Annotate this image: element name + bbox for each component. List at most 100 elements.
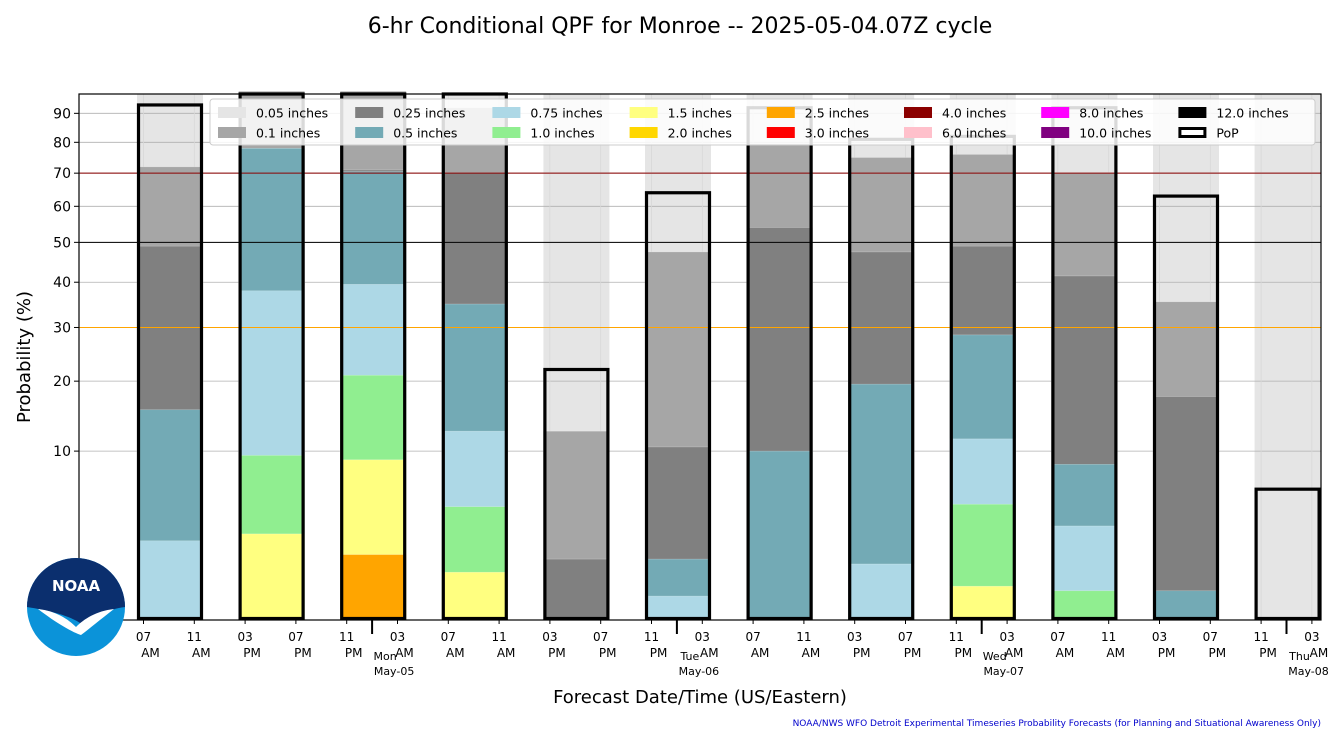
x-tick-hour: 11 — [949, 630, 964, 644]
pop-outline — [644, 191, 712, 621]
legend-swatch — [1041, 107, 1070, 118]
x-tick-ampm: PM — [650, 646, 668, 660]
legend-swatch — [766, 107, 795, 118]
x-tick-ampm: AM — [395, 646, 414, 660]
x-tick-ampm: AM — [192, 646, 211, 660]
x-tick-ampm: PM — [1158, 646, 1176, 660]
x-tick-ampm: PM — [853, 646, 871, 660]
y-axis: 10 20 30 40 50 60 70 80 90 — [53, 106, 79, 460]
legend-label: 0.25 inches — [393, 106, 465, 121]
legend-swatch — [1178, 107, 1207, 118]
qpf-bar-segment — [1051, 590, 1118, 621]
y-tick-label: 90 — [53, 106, 71, 122]
legend-swatch — [355, 127, 384, 138]
x-tick-ampm: AM — [1056, 646, 1075, 660]
legend-label: 2.0 inches — [668, 126, 732, 141]
day-label: Thu — [1288, 650, 1310, 663]
legend-label: 0.75 inches — [530, 106, 602, 121]
x-tick-ampm: PM — [243, 646, 261, 660]
x-tick-ampm: AM — [141, 646, 160, 660]
x-tick-hour: 07 — [1050, 630, 1065, 644]
legend-label: PoP — [1216, 126, 1239, 141]
pop-outline — [543, 367, 610, 621]
x-tick-ampm: AM — [700, 646, 719, 660]
x-tick-ampm: AM — [802, 646, 821, 660]
legend-swatch — [904, 107, 932, 118]
x-tick-ampm: AM — [1106, 646, 1125, 660]
x-tick-ampm: PM — [345, 646, 363, 660]
x-tick-hour: 07 — [288, 630, 303, 644]
x-tick-hour: 03 — [847, 630, 862, 644]
qpf-bar-segment — [1152, 396, 1220, 621]
legend-swatch — [629, 127, 658, 138]
legend-swatch — [1178, 127, 1207, 138]
y-tick-label: 70 — [53, 166, 71, 182]
legend-label: 4.0 inches — [942, 106, 1006, 121]
date-label: May-06 — [679, 665, 720, 678]
x-axis: 07 AM 11 AM 03 PM 07 PM 11 PM 03 AM 07 AM 11 AM 03 PM 07 PM… — [136, 620, 1329, 678]
qpf-bar-segment — [441, 571, 509, 621]
qpf-bar-segment — [543, 558, 610, 621]
x-tick-ampm: PM — [599, 646, 617, 660]
x-tick-hour: 03 — [999, 630, 1014, 644]
legend-swatch — [629, 107, 658, 118]
legend-label: 0.05 inches — [256, 106, 328, 121]
qpf-bar-segment — [339, 554, 407, 621]
x-tick-hour: 03 — [695, 630, 710, 644]
legend: 0.05 inches 0.1 inches 0.25 inches 0.5 inch… — [209, 98, 1316, 146]
date-label: May-05 — [374, 665, 415, 678]
qpf-bar-segment — [746, 450, 813, 621]
x-axis-label: Forecast Date/Time (US/Eastern) — [553, 687, 847, 708]
bar-background — [1254, 94, 1321, 620]
x-tick-hour: 07 — [898, 630, 913, 644]
y-tick-label: 60 — [53, 199, 71, 215]
noaa-logo-text: NOAA — [52, 577, 101, 595]
noaa-logo: NOAA — [27, 558, 125, 656]
legend-swatch — [492, 107, 521, 118]
x-tick-ampm: PM — [904, 646, 922, 660]
x-tick-ampm: AM — [446, 646, 465, 660]
x-tick-hour: 03 — [542, 630, 557, 644]
legend-label: 12.0 inches — [1216, 106, 1288, 121]
footer-credit: NOAA/NWS WFO Detroit Experimental Timese… — [793, 719, 1321, 729]
x-tick-hour: 03 — [1152, 630, 1167, 644]
legend-label: 6.0 inches — [942, 126, 1006, 141]
x-tick-hour: 11 — [644, 630, 659, 644]
x-tick-hour: 03 — [237, 630, 252, 644]
plot-frame — [78, 93, 1322, 621]
legend-label: 0.1 inches — [256, 126, 320, 141]
day-label: Mon — [373, 650, 396, 663]
qpf-bar-segment — [1152, 590, 1220, 621]
legend-swatch — [766, 127, 795, 138]
x-tick-ampm: PM — [1209, 646, 1227, 660]
qpf-bar-segment — [136, 540, 204, 621]
stacked-bars — [136, 90, 1220, 621]
chart-title: 6-hr Conditional QPF for Monroe -- 2025-… — [368, 14, 993, 39]
legend-label: 3.0 inches — [805, 126, 869, 141]
y-tick-label: 50 — [53, 235, 71, 251]
pop-outline — [136, 103, 204, 621]
legend-swatch — [492, 127, 521, 138]
y-tick-label: 10 — [53, 444, 71, 460]
qpf-bar-segment — [644, 595, 712, 621]
date-label: May-08 — [1288, 665, 1329, 678]
x-tick-hour: 07 — [136, 630, 151, 644]
y-tick-label: 20 — [53, 374, 71, 390]
x-tick-hour: 07 — [1203, 630, 1218, 644]
x-tick-ampm: PM — [548, 646, 566, 660]
pop-outline — [1254, 487, 1321, 621]
legend-label: 1.5 inches — [668, 106, 732, 121]
y-tick-label: 40 — [53, 275, 71, 291]
y-tick-label: 80 — [53, 135, 71, 151]
x-tick-ampm: AM — [751, 646, 770, 660]
x-tick-hour: 11 — [339, 630, 354, 644]
x-tick-hour: 07 — [593, 630, 608, 644]
x-tick-ampm: PM — [1259, 646, 1277, 660]
x-tick-ampm: PM — [294, 646, 312, 660]
x-tick-ampm: PM — [955, 646, 973, 660]
legend-swatch — [218, 107, 246, 118]
legend-swatch — [355, 107, 384, 118]
date-label: May-07 — [983, 665, 1024, 678]
qpf-bar-segment — [949, 585, 1017, 621]
pop-outline — [1152, 194, 1220, 621]
